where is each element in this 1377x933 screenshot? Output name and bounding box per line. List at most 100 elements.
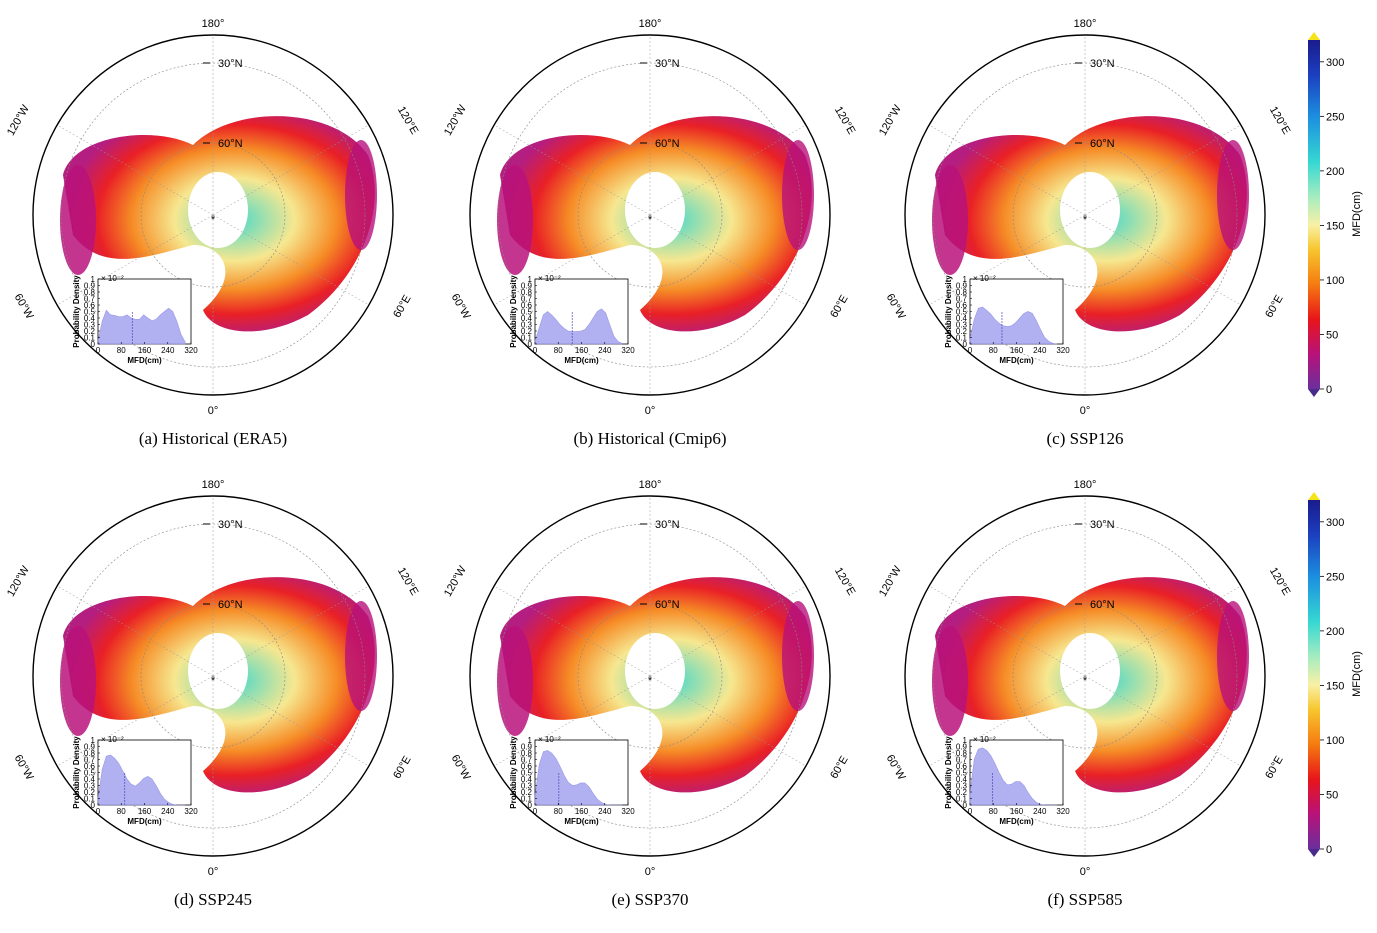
colorbar-tick-label: 300: [1326, 57, 1344, 69]
graticule-meridian: [649, 585, 807, 677]
inset-ytick-label: 0: [528, 340, 533, 349]
inset-ytick-label: 0: [963, 340, 968, 349]
panel-caption: (e) SSP370: [612, 890, 689, 909]
label-60n: 60°N: [1090, 138, 1115, 150]
mfd-field-fringe: [497, 626, 533, 736]
label-120e: 120°E: [832, 104, 857, 136]
inset-ytick-label: 0.9: [521, 743, 533, 752]
pdf-inset: 00.10.20.30.40.50.60.70.80.91 0 80 160 240 32…: [944, 735, 1070, 826]
inset-xlabel: MFD(cm): [564, 817, 599, 826]
colorbar-tick-label: 100: [1326, 275, 1344, 287]
label-120e: 120°E: [395, 104, 420, 136]
graticule-30n: [60, 523, 366, 829]
inset-ytick-label: 1: [963, 275, 968, 284]
mfd-field-fringe: [782, 140, 814, 250]
inset-multiplier: × 10⁻²: [101, 274, 124, 283]
pole-marker: *: [211, 214, 216, 226]
inset-ytick-label: 0.9: [84, 743, 96, 752]
inset-ytick-label: 0.8: [956, 288, 968, 297]
label-30n: 30°N: [655, 58, 680, 70]
inset-ytick-label: 0.9: [956, 743, 968, 752]
label-120w: 120°W: [877, 564, 904, 599]
inset-ytick-label: 0.3: [521, 782, 533, 791]
inset-ytick-label: 0.3: [84, 782, 96, 791]
inset-multiplier: × 10⁻²: [538, 274, 561, 283]
arctic-ocean: [625, 633, 685, 709]
label-60n: 60°N: [655, 599, 680, 611]
graticule-meridian: [1084, 214, 1242, 306]
inset-ytick-label: 0.1: [521, 795, 533, 804]
inset-ytick-label: 0.9: [84, 282, 96, 291]
colorbar-tick-label: 300: [1326, 517, 1344, 529]
inset-xtick-label: 240: [161, 807, 175, 816]
graticule-meridian: [1084, 124, 1242, 216]
panel-caption: (a) Historical (ERA5): [139, 429, 287, 448]
graticule-meridian: [56, 675, 214, 767]
graticule-meridian: [493, 675, 651, 767]
mfd-field-fringe: [932, 165, 968, 275]
inset-ytick-label: 1: [963, 736, 968, 745]
inset-ylabel: Probability Density: [72, 275, 81, 348]
inset-ytick-label: 0.4: [521, 314, 533, 323]
graticule-meridian: [1084, 585, 1242, 677]
mfd-field-fringe: [345, 140, 377, 250]
label-60e: 60°E: [828, 293, 850, 320]
label-120w: 120°W: [5, 103, 32, 138]
inset-ytick-label: 1: [91, 736, 96, 745]
inset-ytick-label: 0.6: [956, 301, 968, 310]
label-120w: 120°W: [877, 103, 904, 138]
inset-xtick-label: 0: [533, 807, 538, 816]
arctic-ocean: [188, 633, 248, 709]
inset-xtick-label: 0: [96, 807, 101, 816]
label-0: 0°: [645, 405, 656, 417]
label-0: 0°: [645, 866, 656, 878]
colorbar-under-arrow: [1308, 849, 1320, 857]
inset-ytick-label: 0.9: [956, 282, 968, 291]
inset-ytick-label: 0.2: [956, 327, 968, 336]
inset-ytick-label: 0.5: [84, 308, 96, 317]
inset-xtick-label: 80: [989, 346, 998, 355]
arctic-ocean: [1060, 172, 1120, 248]
graticule-meridian: [928, 675, 1086, 767]
inset-ylabel: Probability Density: [944, 736, 953, 809]
colorbar-tick-label: 200: [1326, 166, 1344, 178]
inset-ytick-label: 0.6: [521, 762, 533, 771]
inset-xtick-label: 80: [554, 346, 563, 355]
label-180: 180°: [1074, 18, 1097, 30]
map-panel: 180° 0° 30°N 60°N * 120°W 60°W 120°E 60°E (b) His…: [442, 18, 857, 448]
graticule-meridian: [212, 675, 370, 767]
label-30n: 30°N: [1090, 58, 1115, 70]
inset-ytick-label: 0.2: [956, 788, 968, 797]
pdf-inset: 00.10.20.30.40.50.60.70.80.91 0 80 160 240 32…: [509, 274, 635, 365]
pdf-density-area: [97, 754, 186, 806]
inset-xtick-label: 0: [968, 346, 973, 355]
colorbar-ticks: 0 50 100 150 200 250 300: [1320, 517, 1344, 856]
mfd-field-fringe: [60, 626, 96, 736]
inset-xtick-label: 240: [598, 807, 612, 816]
inset-xtick-label: 80: [117, 346, 126, 355]
label-60n: 60°N: [1090, 599, 1115, 611]
label-60w: 60°W: [884, 292, 908, 322]
inset-ytick-label: 0.8: [521, 749, 533, 758]
map-panel: 180° 0° 30°N 60°N * 120°W 60°W 120°E 60°E (a) His…: [5, 18, 420, 448]
inset-ytick-label: 0.5: [521, 308, 533, 317]
label-0: 0°: [208, 866, 219, 878]
inset-xtick-label: 320: [184, 346, 198, 355]
pdf-inset: 00.10.20.30.40.50.60.70.80.91 0 80 160 240 32…: [944, 274, 1070, 365]
colorbar-tick-label: 150: [1326, 680, 1344, 692]
inset-ytick-label: 0.6: [84, 762, 96, 771]
inset-xtick-label: 0: [533, 346, 538, 355]
colorbar-ticks: 0 50 100 150 200 250 300: [1320, 57, 1344, 396]
inset-xtick-label: 0: [96, 346, 101, 355]
inset-ylabel: Probability Density: [509, 736, 518, 809]
map-boundary: [904, 34, 1266, 396]
inset-multiplier: × 10⁻²: [973, 274, 996, 283]
pole-marker: *: [211, 675, 216, 687]
label-60w: 60°W: [12, 292, 36, 322]
mfd-field-fringe: [497, 165, 533, 275]
label-180: 180°: [202, 479, 225, 491]
inset-ytick-label: 0.8: [84, 749, 96, 758]
pdf-density-area: [534, 750, 623, 806]
colorbar-over-arrow: [1308, 492, 1320, 500]
inset-xtick-label: 80: [117, 807, 126, 816]
